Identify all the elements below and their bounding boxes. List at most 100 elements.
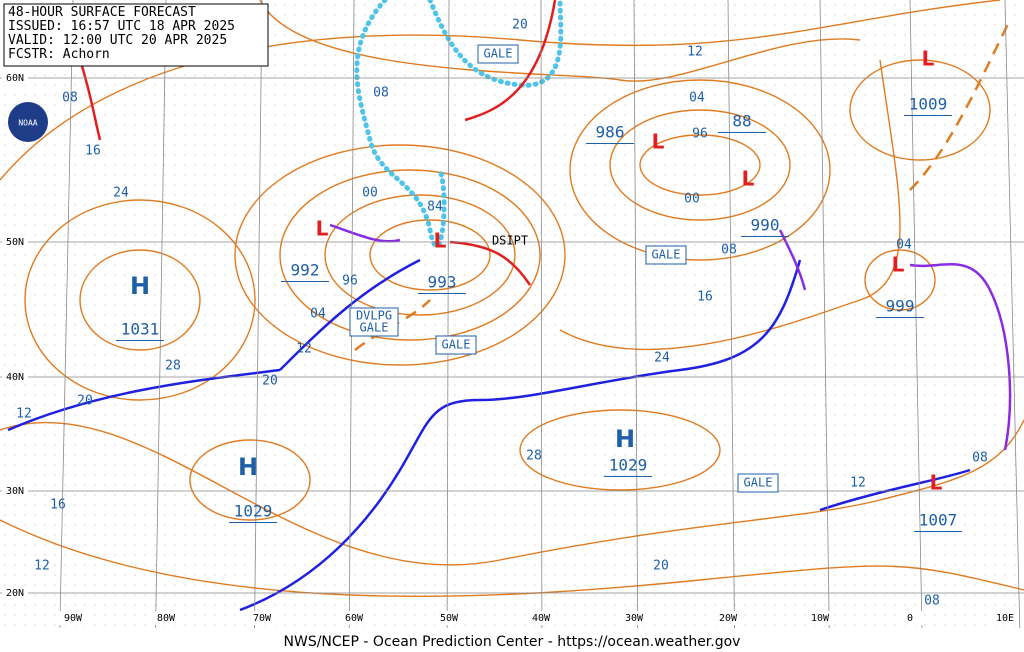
high-symbol: H <box>130 272 150 300</box>
longitude-label-box <box>340 611 368 625</box>
latitude-label: 60N <box>6 73 24 84</box>
pressure-underline <box>604 476 652 477</box>
warning-box <box>349 307 399 337</box>
longitude-label: 60W <box>345 613 364 624</box>
center-pressure: 986 <box>596 123 625 142</box>
pressure-underline <box>586 143 634 144</box>
isobar-label: 24 <box>113 186 129 201</box>
pressure-underline <box>116 340 164 341</box>
longitude-line <box>155 0 167 629</box>
warning: GALE <box>652 248 681 262</box>
isobar-label: 96 <box>692 127 708 142</box>
pressure-underline <box>904 115 952 116</box>
footer: NWS/NCEP - Ocean Prediction Center - htt… <box>284 634 741 650</box>
high-symbol: H <box>615 425 635 453</box>
header-box <box>3 3 269 67</box>
isobar-label: 16 <box>50 498 66 513</box>
longitude-line <box>819 0 830 629</box>
latitude-label-box <box>2 71 28 85</box>
longitude-label-box <box>435 611 463 625</box>
isobar-label: 08 <box>62 91 78 106</box>
low-symbol: L <box>316 217 329 241</box>
latitude-label-box <box>2 235 28 249</box>
longitude-label: 50W <box>440 613 459 624</box>
longitude-label: 80W <box>157 613 176 624</box>
latitude-label-box <box>2 586 28 600</box>
isobar-label: 00 <box>362 186 378 201</box>
header-line: 48-HOUR SURFACE FORECAST <box>8 5 196 20</box>
center-pressure: 1007 <box>919 511 958 530</box>
labels: H 1031 H 1029 H 1029 L 992 L 993 L 986 L 88 990 L 1009 L 9… <box>16 18 988 609</box>
low-symbol: L <box>742 167 755 191</box>
center-pressure: 1029 <box>609 456 648 475</box>
longitude-label-box <box>527 611 555 625</box>
center-pressure: 88 <box>732 112 751 131</box>
longitude-label: 90W <box>64 613 83 624</box>
isobar-label: 96 <box>342 274 358 289</box>
pressure-underline <box>418 293 466 294</box>
latitude-label: 50N <box>6 237 24 248</box>
warning: GALE <box>442 338 471 352</box>
center-pressure: 1009 <box>909 95 948 114</box>
longitude-label-box <box>714 611 742 625</box>
longitude-label: 10E <box>996 613 1014 624</box>
isobar-label: 08 <box>373 86 389 101</box>
longitude-line <box>254 0 263 629</box>
isobar-label: 12 <box>34 559 50 574</box>
noaa-logo <box>8 102 48 142</box>
low-symbol: L <box>892 253 905 277</box>
developing-warning: DVLPG <box>356 309 392 323</box>
longitude-line <box>727 0 735 629</box>
isobar-label: 16 <box>697 290 713 305</box>
header-line: ISSUED: 16:57 UTC 18 APR 2025 <box>8 19 235 34</box>
pressure-underline <box>229 522 277 523</box>
longitude-line <box>1004 0 1021 629</box>
pressure-underline <box>741 236 789 237</box>
header-line: VALID: 12:00 UTC 20 APR 2025 <box>8 33 227 48</box>
high-symbol: H <box>238 453 258 481</box>
longitude-line <box>540 0 543 629</box>
header-line: FCSTR: Achorn <box>8 47 110 62</box>
isobar-label: 20 <box>653 559 669 574</box>
developing-warning: GALE <box>360 321 389 335</box>
longitude-line <box>909 0 923 629</box>
isobar-label: 28 <box>165 359 181 374</box>
longitude-label-box <box>248 611 276 625</box>
footer-band <box>0 628 1024 652</box>
isobar-label: 16 <box>85 144 101 159</box>
center-pressure: 999 <box>886 297 915 316</box>
longitude-line <box>633 0 639 629</box>
map-background <box>0 0 1024 628</box>
longitude-label-box <box>806 611 834 625</box>
isobar-label: 20 <box>77 394 93 409</box>
isobar-label: 08 <box>721 243 737 258</box>
longitude-label-box <box>896 611 924 625</box>
longitude-label-box <box>152 611 180 625</box>
annotation: DSIPT <box>492 234 528 248</box>
isobar-label: 04 <box>689 91 705 106</box>
latitude-label: 30N <box>6 486 24 497</box>
isobar-label: 84 <box>427 200 443 215</box>
latitude-label: 20N <box>6 588 24 599</box>
graticule: 60N 50N 40N 30N 20N 90W 80W 70W 60W 50W 40W 30W 20W 1… <box>0 0 1024 629</box>
isobar-label: 04 <box>896 238 912 253</box>
low-symbol: L <box>652 130 665 154</box>
isobar-label: 20 <box>512 18 528 33</box>
isobar-label: 24 <box>654 351 670 366</box>
isobar-label: 28 <box>526 449 542 464</box>
pressure-underline <box>876 317 924 318</box>
warning-box <box>435 335 477 355</box>
isobar-label: 08 <box>924 594 940 609</box>
warning-box <box>737 473 779 493</box>
isobar-label: 12 <box>850 476 866 491</box>
pressure-underline <box>281 281 329 282</box>
center-pressure: 1029 <box>234 502 273 521</box>
isobar-label: 12 <box>687 45 703 60</box>
center-pressure: 990 <box>751 216 780 235</box>
longitude-label: 30W <box>625 613 644 624</box>
longitude-line <box>446 0 450 629</box>
isobar-label: 12 <box>296 342 312 357</box>
isobar-label: 12 <box>16 407 32 422</box>
